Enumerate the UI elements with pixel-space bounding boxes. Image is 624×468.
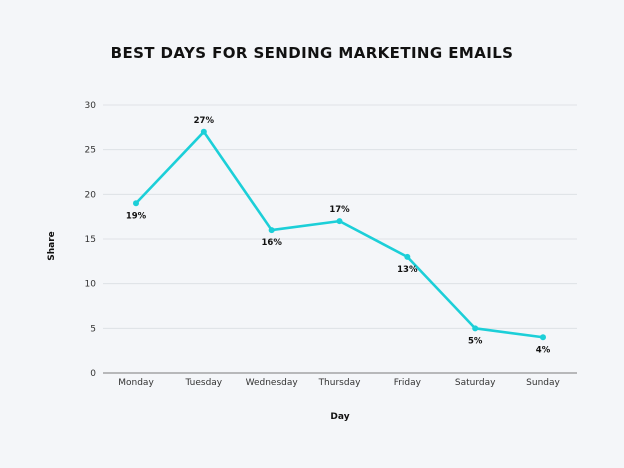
x-tick-label: Thursday <box>318 378 362 388</box>
data-labels: 19% 27% 16% 17% 13% 5% 4% <box>126 116 551 355</box>
y-tick-label: 5 <box>90 324 96 334</box>
data-point <box>472 325 479 332</box>
data-point <box>336 218 343 225</box>
data-label: 13% <box>397 265 418 275</box>
data-label: 27% <box>194 116 215 126</box>
x-axis-ticks: Monday Tuesday Wednesday Thursday Friday Satu… <box>118 378 560 388</box>
data-label: 19% <box>126 211 147 221</box>
data-label: 16% <box>261 238 282 248</box>
y-axis-ticks: 0 5 10 15 20 25 30 <box>85 101 97 379</box>
x-tick-label: Saturday <box>455 378 496 388</box>
y-tick-label: 15 <box>85 235 96 245</box>
x-tick-label: Tuesday <box>185 378 223 388</box>
data-point <box>200 128 207 135</box>
data-label: 5% <box>468 336 483 346</box>
x-tick-label: Sunday <box>526 378 560 388</box>
y-tick-label: 30 <box>85 101 97 111</box>
grid <box>103 104 577 374</box>
chart-title: BEST DAYS FOR SENDING MARKETING EMAILS <box>110 44 514 62</box>
data-label: 17% <box>329 205 350 215</box>
series <box>133 128 546 341</box>
x-tick-label: Wednesday <box>246 378 299 388</box>
data-label: 4% <box>536 345 551 355</box>
data-point <box>540 334 546 341</box>
x-tick-label: Monday <box>118 378 154 388</box>
y-tick-label: 25 <box>85 146 96 156</box>
series-line <box>134 130 545 339</box>
data-point <box>268 227 275 234</box>
y-tick-label: 0 <box>90 369 96 379</box>
data-point <box>133 200 139 207</box>
x-tick-label: Friday <box>394 378 422 388</box>
x-axis-title: Day <box>330 412 349 422</box>
y-axis-title: Share <box>47 231 57 261</box>
data-point <box>404 253 411 260</box>
y-tick-label: 10 <box>85 280 97 290</box>
y-tick-label: 20 <box>85 190 97 200</box>
